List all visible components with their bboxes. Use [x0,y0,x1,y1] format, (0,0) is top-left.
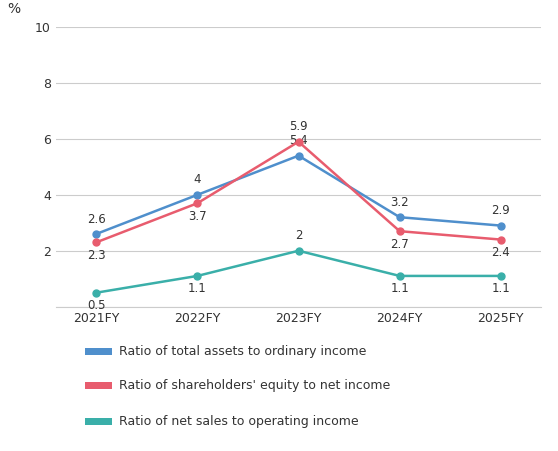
Text: Ratio of net sales to operating income: Ratio of net sales to operating income [119,415,359,428]
Text: 1.1: 1.1 [492,282,510,295]
Text: 2.4: 2.4 [492,246,510,259]
Text: %: % [7,2,21,16]
Text: 2.3: 2.3 [87,249,105,262]
Text: 1.1: 1.1 [390,282,409,295]
Text: 2.6: 2.6 [87,212,105,226]
Text: 1.1: 1.1 [188,282,207,295]
Text: 2.9: 2.9 [492,204,510,217]
Text: 4: 4 [194,174,201,187]
Text: 5.9: 5.9 [289,120,308,133]
FancyBboxPatch shape [85,348,112,355]
Text: 3.2: 3.2 [391,196,409,209]
FancyBboxPatch shape [85,382,112,389]
Text: Ratio of shareholders' equity to net income: Ratio of shareholders' equity to net inc… [119,379,390,392]
FancyBboxPatch shape [85,418,112,425]
Text: 0.5: 0.5 [87,299,105,312]
Text: 2.7: 2.7 [390,238,409,251]
Text: 3.7: 3.7 [188,210,206,223]
Text: Ratio of total assets to ordinary income: Ratio of total assets to ordinary income [119,345,366,358]
Text: 2: 2 [295,230,302,243]
Text: 5.4: 5.4 [289,134,308,147]
